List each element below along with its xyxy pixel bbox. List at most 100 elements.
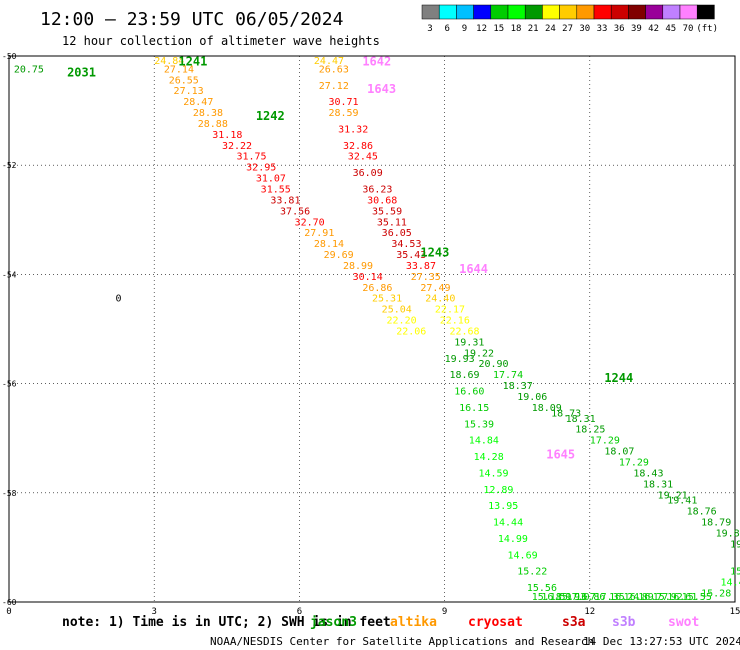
- color-swatch: [456, 4, 474, 20]
- color-scale-label: 36: [614, 24, 625, 34]
- wave-height-value: 16.15: [459, 403, 489, 414]
- wave-height-value: 31.07: [256, 174, 286, 185]
- wave-height-value: 19.06: [517, 392, 547, 403]
- wave-height-value: 24.40: [425, 294, 455, 305]
- color-swatch: [593, 4, 612, 20]
- wave-height-value: 17.07: [566, 592, 596, 603]
- wave-height-value: 35.43: [396, 250, 426, 261]
- satellite-legend: jason3 altika cryosat s3a s3b swot: [310, 615, 699, 630]
- wave-height-value: 34.53: [391, 239, 421, 250]
- y-tick-label: -50: [2, 52, 17, 61]
- wave-height-value: 36.09: [353, 168, 383, 179]
- footer-note: note: 1) Time is in UTC; 2) SWH is in fe…: [62, 615, 391, 630]
- wave-height-value: 28.99: [343, 261, 373, 272]
- wave-height-value: 27.91: [304, 228, 334, 239]
- wave-height-value: 17.29: [590, 436, 620, 447]
- wave-height-value: 30.71: [328, 97, 358, 108]
- plot-frame: [8, 55, 736, 603]
- wave-height-value: 16.59: [541, 592, 571, 603]
- color-scale-label: 21: [528, 24, 539, 34]
- wave-height-value: 15.56: [527, 583, 557, 594]
- chart-subtitle: 12 hour collection of altimeter wave hei…: [62, 34, 380, 48]
- wave-height-value: 31.75: [236, 152, 266, 163]
- wave-height-value: 14.99: [498, 534, 528, 545]
- wave-height-value: 19.31: [454, 337, 484, 348]
- wave-height-value: 31.18: [212, 130, 242, 141]
- x-tick-label: 3: [151, 607, 156, 617]
- pass-number-label: 1241: [178, 54, 207, 68]
- wave-height-value: 18.25: [575, 425, 605, 436]
- wave-height-value: 15.18: [532, 592, 562, 603]
- wave-height-value: 16.86: [575, 592, 605, 603]
- wave-height-value: 17.35: [595, 592, 625, 603]
- x-tick-label: 15: [730, 607, 740, 617]
- wave-height-value: 16.89: [624, 592, 654, 603]
- color-swatch: [490, 4, 509, 20]
- x-tick-label: 0: [6, 607, 11, 617]
- color-swatch: [473, 4, 492, 20]
- color-swatch: [507, 4, 526, 20]
- wave-height-value: 37.56: [280, 206, 310, 217]
- wave-height-value: 12.89: [483, 485, 513, 496]
- wave-height-value: 29.69: [324, 250, 354, 261]
- color-scale-label: 70: [683, 24, 694, 34]
- pass-number-label: 1643: [367, 82, 396, 96]
- color-scale-label: 3: [427, 24, 432, 34]
- pass-number-label: 1243: [420, 246, 449, 260]
- wave-height-value: 19.41: [667, 496, 697, 507]
- wave-height-value: 28.38: [193, 108, 223, 119]
- wave-height-value: 15.93: [556, 592, 586, 603]
- wave-height-value: 22.68: [449, 326, 479, 337]
- color-scale-label: 15: [493, 24, 504, 34]
- wave-height-value: 19.22: [464, 348, 494, 359]
- x-tick-label: 9: [442, 607, 447, 617]
- color-swatch: [696, 4, 715, 20]
- color-swatch: [628, 4, 646, 20]
- wave-height-value: 22.16: [440, 316, 470, 327]
- wave-height-value: 19.93: [445, 354, 475, 365]
- wave-height-value: 16.77: [638, 592, 668, 603]
- wave-height-value: 17.74: [493, 370, 523, 381]
- pass-number-label: 2031: [67, 65, 96, 79]
- color-swatch: [559, 4, 578, 20]
- wave-height-value: 18.07: [604, 447, 634, 458]
- wave-height-value: 18.37: [503, 381, 533, 392]
- axis-ticks: 0 3 6 9 12 15 -50 -52 -54 -56 -58 -60: [2, 52, 740, 617]
- wave-height-value: 27.12: [319, 81, 349, 92]
- color-swatch: [421, 4, 440, 20]
- wave-height-value: 19.21: [658, 490, 688, 501]
- wave-height-value: 18.79: [701, 518, 731, 529]
- color-scale-label: 24: [545, 24, 556, 34]
- satellite-legend-item: cryosat: [468, 615, 523, 630]
- wave-height-value: 18.73: [551, 408, 581, 419]
- wave-height-value: 18.76: [687, 507, 717, 518]
- color-scale-legend: 3 6 9 12 15 18 21 24 27 30 33 36 39 42 45 70 (ft): [421, 4, 718, 34]
- x-tick-label: 12: [584, 607, 595, 617]
- wave-height-value: 15.92: [653, 592, 683, 603]
- color-scale-label: 39: [631, 24, 642, 34]
- wave-height-value: 26.63: [319, 64, 349, 75]
- color-scale-label: 33: [597, 24, 608, 34]
- y-tick-label: -56: [2, 380, 17, 389]
- y-tick-label: -60: [2, 598, 17, 607]
- wave-height-value: 26.86: [362, 283, 392, 294]
- color-scale-label: 45: [665, 24, 676, 34]
- color-swatch: [576, 4, 595, 20]
- plot-area: 0 3 6 9 12 15-50-52-54-56-58-60 24.8427.1426.…: [2, 52, 740, 617]
- wave-height-value: 32.22: [222, 141, 252, 152]
- wave-height-value: 35.11: [377, 217, 407, 228]
- color-scale-label: 30: [579, 24, 590, 34]
- wave-height-value: 31.55: [261, 185, 291, 196]
- wave-height-value: 13.95: [488, 501, 518, 512]
- wave-height-value: 35.59: [372, 206, 402, 217]
- satellite-legend-item: s3b: [612, 615, 636, 630]
- wave-height-value: 19.74: [730, 539, 740, 550]
- wave-height-value: 27.49: [420, 283, 450, 294]
- color-swatch: [679, 4, 698, 20]
- wave-height-value: 33.87: [406, 261, 436, 272]
- wave-height-value: 30.14: [353, 272, 383, 283]
- wave-height-value: 32.95: [246, 163, 276, 174]
- wave-height-value: 32.70: [295, 217, 325, 228]
- wave-height-value: 20.90: [478, 359, 508, 370]
